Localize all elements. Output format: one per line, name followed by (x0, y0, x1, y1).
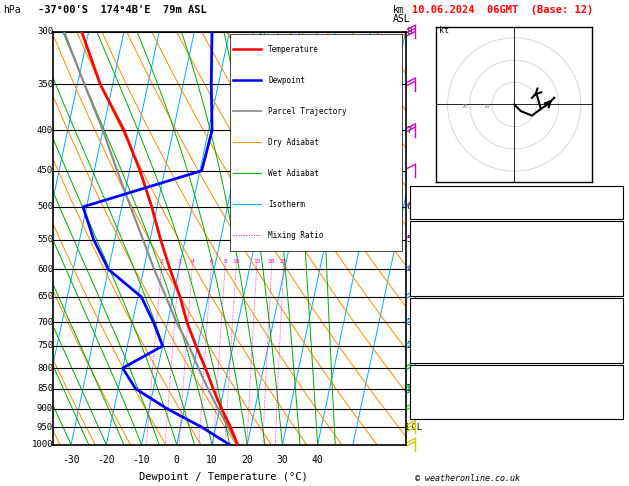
Text: -37°00'S  174°4B'E  79m ASL: -37°00'S 174°4B'E 79m ASL (38, 5, 206, 15)
Text: 2: 2 (160, 260, 164, 264)
Text: 319°: 319° (599, 397, 620, 406)
Text: © weatheronline.co.uk: © weatheronline.co.uk (415, 474, 520, 483)
Text: 3: 3 (406, 318, 411, 327)
Text: Temperature: Temperature (269, 45, 319, 53)
Text: ASL: ASL (393, 14, 411, 24)
Text: 1: 1 (615, 330, 620, 339)
Text: 15: 15 (610, 243, 620, 252)
Text: CIN (J): CIN (J) (413, 351, 450, 360)
Text: hPa: hPa (3, 5, 21, 15)
Text: 25: 25 (280, 260, 287, 264)
Text: 1.45: 1.45 (599, 208, 620, 217)
Text: 1000: 1000 (31, 440, 53, 449)
Text: K: K (413, 187, 418, 196)
Text: 550: 550 (37, 235, 53, 244)
Text: 950: 950 (37, 423, 53, 432)
Text: 5: 5 (406, 235, 411, 244)
Text: 500: 500 (37, 202, 53, 211)
Text: 650: 650 (37, 293, 53, 301)
Text: 20: 20 (242, 455, 253, 465)
Text: 3: 3 (177, 260, 181, 264)
Text: 17.3: 17.3 (599, 232, 620, 242)
Text: θₑ(K): θₑ(K) (413, 253, 440, 262)
Text: 20: 20 (461, 104, 467, 109)
Text: Totals Totals: Totals Totals (413, 197, 482, 206)
Text: 320: 320 (604, 320, 620, 329)
Text: 700: 700 (37, 318, 53, 327)
Text: Mixing Ratio (g/kg): Mixing Ratio (g/kg) (437, 187, 445, 289)
Text: StmDir: StmDir (413, 397, 445, 406)
Text: 600: 600 (37, 265, 53, 274)
Text: Pressure (mb): Pressure (mb) (413, 310, 482, 318)
Text: Hodograph: Hodograph (493, 365, 540, 375)
Text: 350: 350 (37, 80, 53, 89)
Text: 35: 35 (610, 197, 620, 206)
Text: -1: -1 (610, 187, 620, 196)
Text: 6: 6 (406, 202, 411, 211)
Text: kt: kt (438, 26, 448, 35)
Text: Isotherm: Isotherm (269, 200, 305, 208)
Text: CAPE (J): CAPE (J) (413, 341, 455, 350)
Text: StmSpd (kt): StmSpd (kt) (413, 407, 472, 417)
Text: 4: 4 (191, 260, 194, 264)
Text: Wet Adiabat: Wet Adiabat (269, 169, 319, 177)
Text: 8: 8 (223, 260, 227, 264)
Text: 320: 320 (604, 253, 620, 262)
Text: PW (cm): PW (cm) (413, 208, 450, 217)
Text: Parcel Trajectory: Parcel Trajectory (269, 106, 347, 116)
Text: LCL: LCL (406, 423, 422, 432)
Text: 8: 8 (406, 27, 411, 36)
Text: 1: 1 (615, 263, 620, 273)
Text: 300: 300 (37, 27, 53, 36)
Text: 6: 6 (209, 260, 213, 264)
Text: SREH: SREH (413, 386, 434, 396)
Text: CIN (J): CIN (J) (413, 285, 450, 294)
Text: 0: 0 (174, 455, 180, 465)
Text: 30: 30 (277, 455, 288, 465)
Text: θₑ (K): θₑ (K) (413, 320, 445, 329)
Text: 400: 400 (37, 126, 53, 135)
Text: 900: 900 (37, 404, 53, 413)
Text: 1005: 1005 (599, 310, 620, 318)
Text: km: km (393, 5, 405, 15)
Text: 20: 20 (268, 260, 276, 264)
Text: Dewpoint: Dewpoint (269, 76, 305, 85)
Text: -20: -20 (97, 455, 115, 465)
Text: 168: 168 (604, 341, 620, 350)
Text: 850: 850 (37, 384, 53, 394)
Text: 450: 450 (37, 166, 53, 175)
Text: 15: 15 (253, 260, 260, 264)
Text: Dewpoint / Temperature (°C): Dewpoint / Temperature (°C) (139, 472, 308, 482)
Text: -10: -10 (133, 455, 150, 465)
Text: Lifted Index: Lifted Index (413, 330, 477, 339)
Text: Surface: Surface (498, 222, 535, 231)
Text: Lifted Index: Lifted Index (413, 263, 477, 273)
Text: EH: EH (413, 376, 423, 385)
Text: 12: 12 (610, 351, 620, 360)
Text: -33: -33 (604, 376, 620, 385)
Text: Most Unstable: Most Unstable (481, 299, 552, 308)
Text: 168: 168 (604, 274, 620, 283)
Text: Dry Adiabat: Dry Adiabat (269, 138, 319, 147)
Text: 1: 1 (406, 384, 411, 394)
Text: 4: 4 (406, 265, 411, 274)
Text: 10: 10 (483, 104, 490, 109)
Text: 12: 12 (610, 285, 620, 294)
Text: 10.06.2024  06GMT  (Base: 12): 10.06.2024 06GMT (Base: 12) (412, 5, 593, 15)
Text: Temp (°C): Temp (°C) (413, 232, 461, 242)
Bar (230, 34, 402, 251)
Text: Mixing Ratio: Mixing Ratio (269, 230, 324, 240)
Text: 750: 750 (37, 342, 53, 350)
Text: CAPE (J): CAPE (J) (413, 274, 455, 283)
Text: 34: 34 (610, 386, 620, 396)
Text: 10: 10 (232, 260, 240, 264)
Text: 7: 7 (406, 126, 411, 135)
Text: -30: -30 (62, 455, 80, 465)
Text: Dewp (°C): Dewp (°C) (413, 243, 461, 252)
Text: 800: 800 (37, 364, 53, 373)
Text: 27: 27 (610, 407, 620, 417)
Text: 40: 40 (312, 455, 323, 465)
Text: 2: 2 (406, 342, 411, 350)
Text: 10: 10 (206, 455, 218, 465)
